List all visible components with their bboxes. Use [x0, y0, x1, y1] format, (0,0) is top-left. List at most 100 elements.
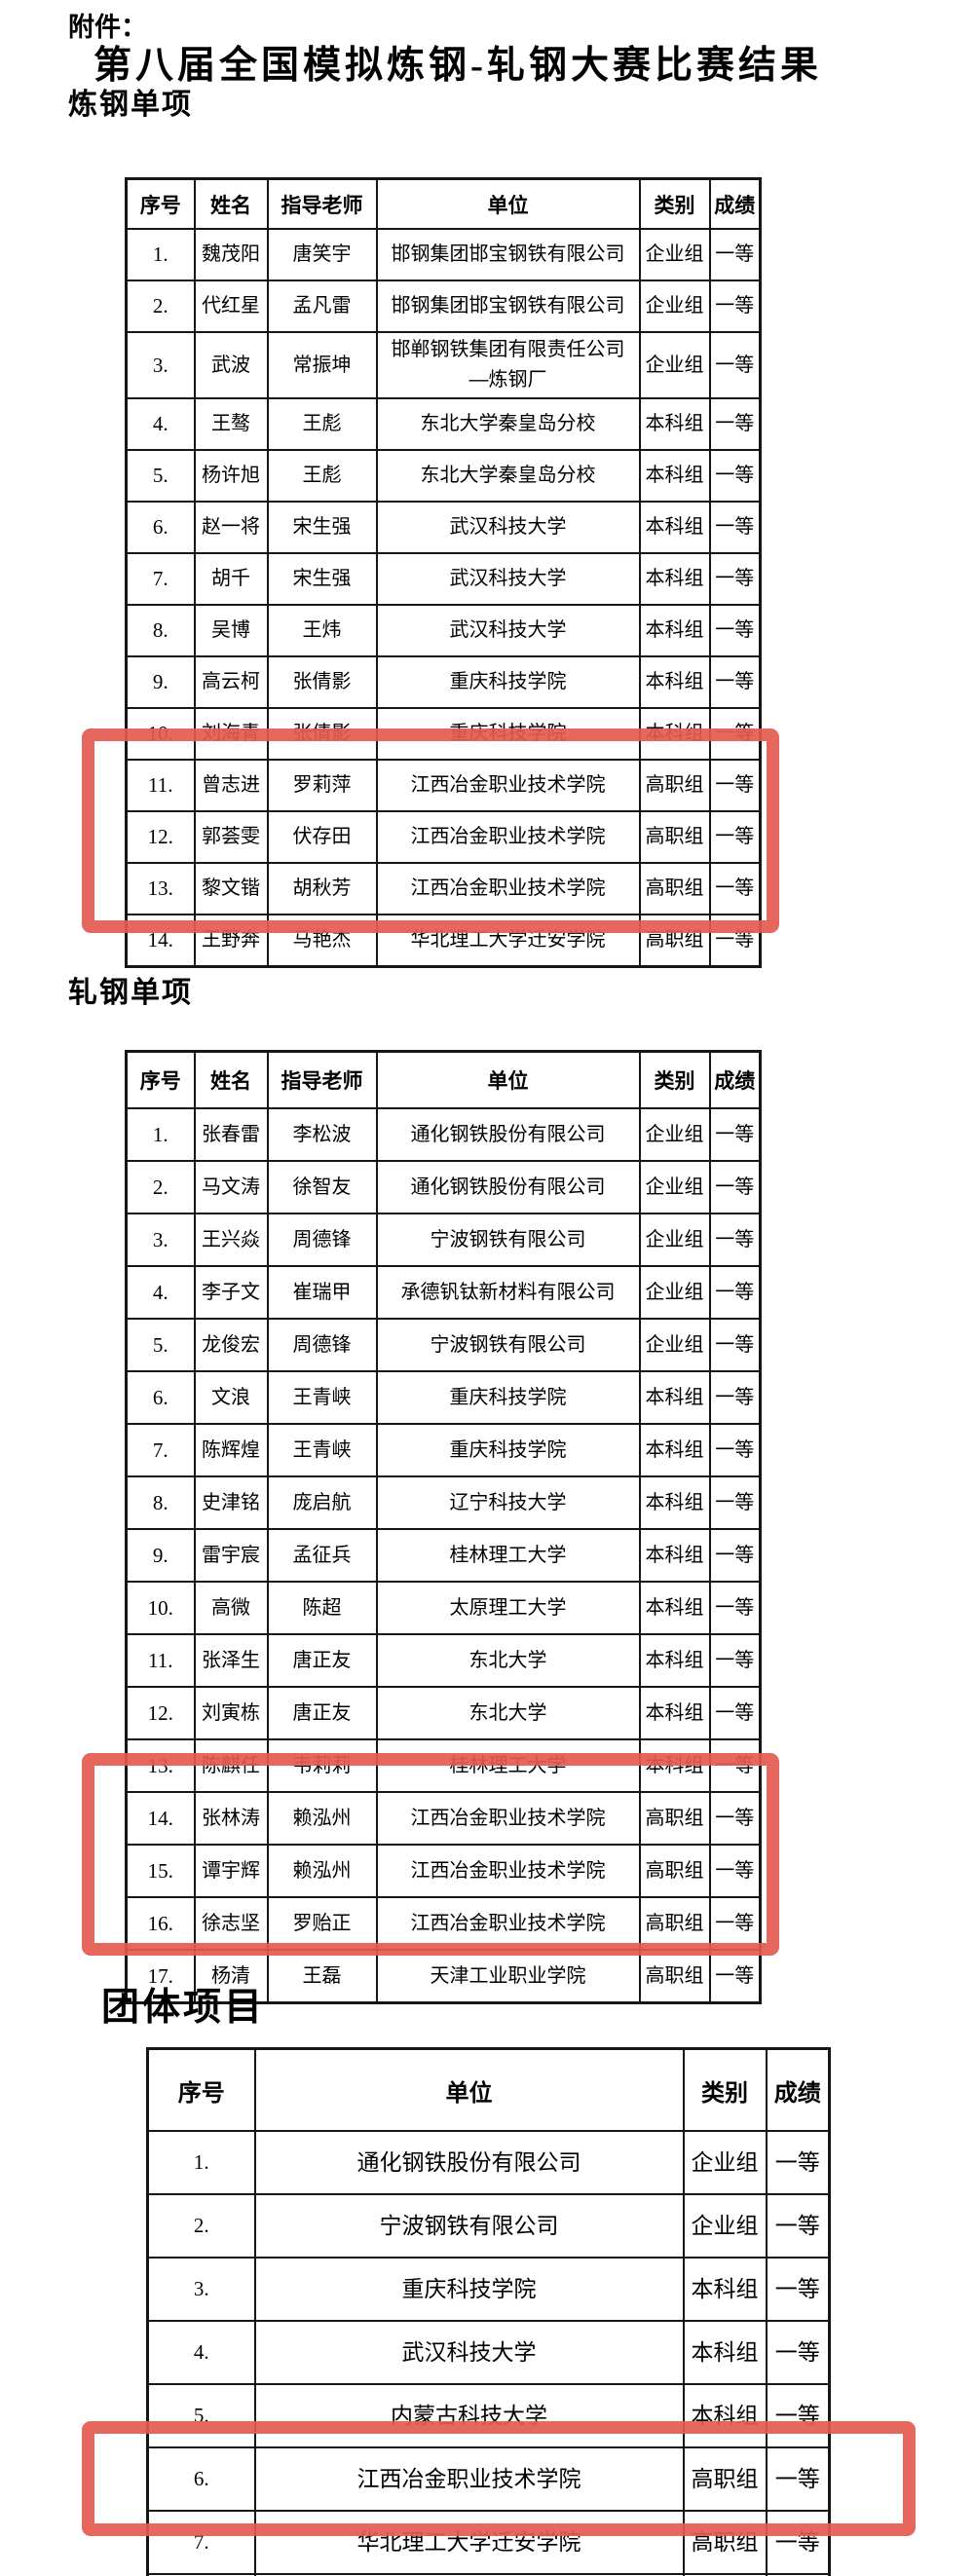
cell-category: 本科组 [638, 1581, 711, 1635]
cell-name: 马文涛 [193, 1160, 269, 1214]
table-row-partial [146, 2573, 831, 2576]
cell-org: 江西冶金职业技术学院 [375, 1896, 641, 1951]
cell-no: 6. [146, 2446, 256, 2512]
table-row: 9. 雷宇宸 孟征兵 桂林理工大学 本科组 一等 [125, 1528, 762, 1583]
cell-category: 企业组 [638, 1160, 711, 1214]
cell-no: 5. [125, 1318, 196, 1372]
table-header-row: 序号 单位 类别 成绩 [146, 2047, 831, 2132]
cell-category: 企业组 [638, 1213, 711, 1267]
cell-org: 武汉科技大学 [253, 2320, 685, 2385]
cell-name: 胡千 [193, 552, 269, 606]
cell-name: 赵一将 [193, 501, 269, 554]
cell-no: 6. [125, 501, 196, 554]
cell-result: 一等 [708, 1107, 762, 1162]
cell-advisor: 罗莉萍 [266, 759, 378, 812]
cell-no: 7. [125, 552, 196, 606]
cell-result: 一等 [708, 228, 762, 281]
cell-no: 15. [125, 1844, 196, 1898]
cell-advisor: 王彪 [266, 397, 378, 451]
cell-result: 一等 [708, 1686, 762, 1740]
cell-org: 武汉科技大学 [375, 604, 641, 657]
table-row: 2. 马文涛 徐智友 通化钢铁股份有限公司 企业组 一等 [125, 1160, 762, 1214]
cell-no: 3. [125, 331, 196, 399]
cell-no: 1. [146, 2130, 256, 2195]
section-heading-team: 团体项目 [101, 1987, 266, 2029]
cell-category: 高职组 [638, 1896, 711, 1951]
column-header-no: 序号 [125, 1050, 196, 1109]
cell-no: 8. [125, 1475, 196, 1530]
cell-name: 张林涛 [193, 1791, 269, 1846]
table-row: 16. 徐志坚 罗贻正 江西冶金职业技术学院 高职组 一等 [125, 1896, 762, 1951]
cell-advisor: 王青峡 [266, 1423, 378, 1477]
cell-advisor: 李松波 [266, 1107, 378, 1162]
cell-name: 文浪 [193, 1370, 269, 1425]
table-row: 14. 张林涛 赖泓州 江西冶金职业技术学院 高职组 一等 [125, 1791, 762, 1846]
cell-name: 徐志坚 [193, 1896, 269, 1951]
cell-result: 一等 [708, 862, 762, 915]
cell-name: 张春雷 [193, 1107, 269, 1162]
cell-org: 辽宁科技大学 [375, 1475, 641, 1530]
cell-org: 太原理工大学 [375, 1581, 641, 1635]
cell-org: 重庆科技学院 [375, 1423, 641, 1477]
table-row: 12. 郭荟雯 伏存田 江西冶金职业技术学院 高职组 一等 [125, 810, 762, 864]
table-row: 6. 江西冶金职业技术学院 高职组 一等 [146, 2446, 831, 2512]
cell-name: 魏茂阳 [193, 228, 269, 281]
cell-name: 杨许旭 [193, 449, 269, 503]
table-row: 1. 魏茂阳 唐笑宇 邯钢集团邯宝钢铁有限公司 企业组 一等 [125, 228, 762, 281]
cell-org: 武汉科技大学 [375, 552, 641, 606]
column-header-advisor: 指导老师 [266, 177, 378, 230]
table-row: 12. 刘寅栋 唐正友 东北大学 本科组 一等 [125, 1686, 762, 1740]
cell-org: 东北大学秦皇岛分校 [375, 449, 641, 503]
cell-no: 3. [125, 1213, 196, 1267]
cell-result: 一等 [765, 2130, 831, 2195]
cell-result: 一等 [708, 810, 762, 864]
cell-advisor: 徐智友 [266, 1160, 378, 1214]
cell-result: 一等 [708, 604, 762, 657]
cell-no: 4. [146, 2320, 256, 2385]
cell-result: 一等 [708, 449, 762, 503]
cell-category: 企业组 [638, 280, 711, 333]
cell-org: 江西冶金职业技术学院 [375, 759, 641, 812]
cell-org: 通化钢铁股份有限公司 [375, 1160, 641, 1214]
cell-no: 1. [125, 1107, 196, 1162]
cell-category: 高职组 [638, 1844, 711, 1898]
cell-advisor: 唐笑宇 [266, 228, 378, 281]
cell-result: 一等 [708, 1581, 762, 1635]
cell-result: 一等 [708, 501, 762, 554]
table-row: 1. 通化钢铁股份有限公司 企业组 一等 [146, 2130, 831, 2195]
cell-category: 本科组 [638, 1423, 711, 1477]
cell-org: 武汉科技大学 [375, 501, 641, 554]
cell-org: 邯钢集团邯宝钢铁有限公司 [375, 280, 641, 333]
cell-no: 12. [125, 810, 196, 864]
table-row: 11. 张泽生 唐正友 东北大学 本科组 一等 [125, 1633, 762, 1688]
cell-result: 一等 [708, 655, 762, 709]
cell-advisor: 赖泓州 [266, 1791, 378, 1846]
table-row: 1. 张春雷 李松波 通化钢铁股份有限公司 企业组 一等 [125, 1107, 762, 1162]
cell-org: 东北大学 [375, 1686, 641, 1740]
table-row: 3. 重庆科技学院 本科组 一等 [146, 2257, 831, 2322]
cell-name: 武波 [193, 331, 269, 399]
table-row: 11. 曾志进 罗莉萍 江西冶金职业技术学院 高职组 一等 [125, 759, 762, 812]
cell-category: 本科组 [682, 2257, 768, 2322]
table-row: 4. 李子文 崔瑞甲 承德钒钛新材料有限公司 企业组 一等 [125, 1265, 762, 1320]
table-row: 3. 王兴焱 周德锋 宁波钢铁有限公司 企业组 一等 [125, 1213, 762, 1267]
cell-advisor: 王青峡 [266, 1370, 378, 1425]
table-row: 10. 高微 陈超 太原理工大学 本科组 一等 [125, 1581, 762, 1635]
attachment-label: 附件： [68, 13, 147, 42]
cell-category: 本科组 [638, 655, 711, 709]
cell-advisor: 唐正友 [266, 1686, 378, 1740]
section-heading-steelmaking: 炼钢单项 [68, 89, 193, 121]
cell-advisor: 伏存田 [266, 810, 378, 864]
cell-name: 李子文 [193, 1265, 269, 1320]
column-header-no: 序号 [146, 2047, 256, 2132]
cell-result: 一等 [708, 1528, 762, 1583]
table-row: 15. 谭宇辉 赖泓州 江西冶金职业技术学院 高职组 一等 [125, 1844, 762, 1898]
cell-result: 一等 [708, 1791, 762, 1846]
cell-no: 5. [146, 2383, 256, 2448]
cell-org: 重庆科技学院 [253, 2257, 685, 2322]
cell-category: 高职组 [682, 2446, 768, 2512]
cell-advisor: 常振坤 [266, 331, 378, 399]
cell-org: 江西冶金职业技术学院 [375, 810, 641, 864]
cell-no: 13. [125, 1738, 196, 1793]
cell-org: 东北大学秦皇岛分校 [375, 397, 641, 451]
